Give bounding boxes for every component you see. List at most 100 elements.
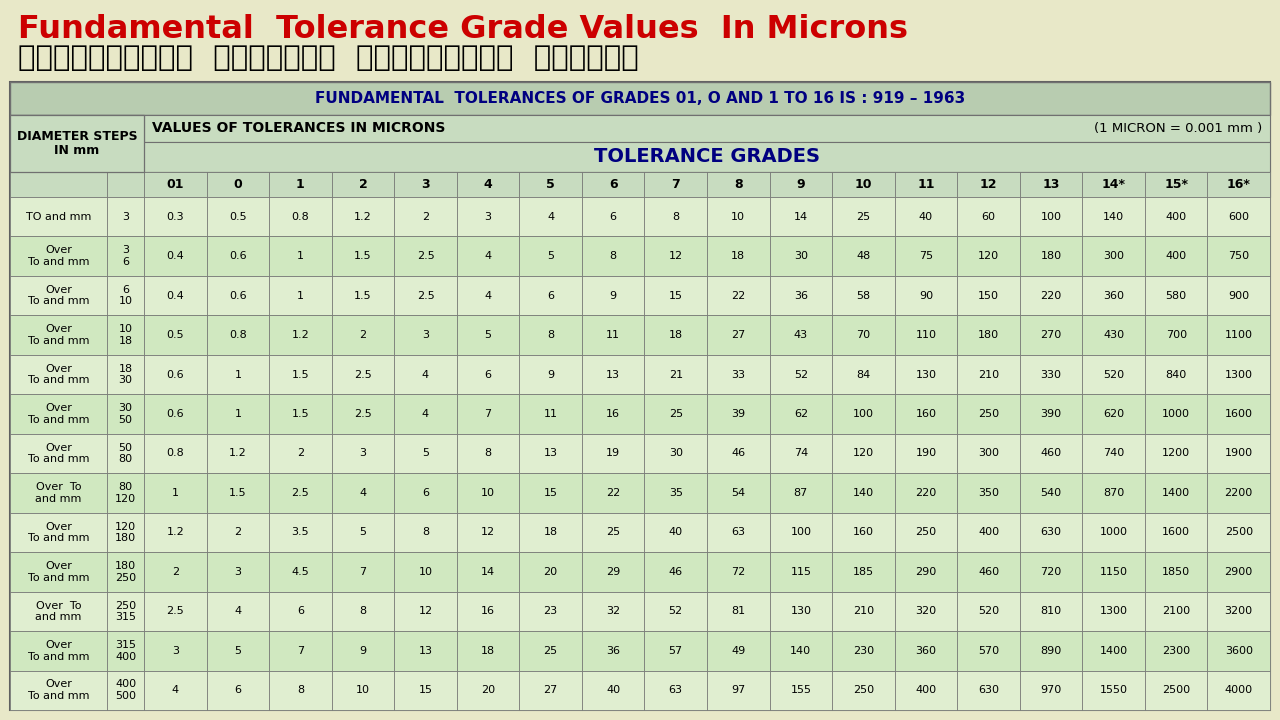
Text: 5: 5 — [547, 251, 554, 261]
Bar — [644, 197, 707, 236]
Bar — [520, 172, 582, 197]
Text: 3: 3 — [122, 212, 129, 222]
Text: 8: 8 — [547, 330, 554, 340]
Text: 390: 390 — [1041, 409, 1061, 419]
Bar — [108, 276, 143, 315]
Bar — [10, 82, 1270, 115]
Bar — [1144, 172, 1207, 197]
Bar — [108, 355, 143, 395]
Bar — [10, 631, 1270, 670]
Bar — [707, 395, 769, 433]
Text: 36: 36 — [607, 646, 621, 656]
Bar — [1083, 473, 1144, 513]
Text: Over
To and mm: Over To and mm — [28, 246, 90, 267]
Bar — [957, 172, 1020, 197]
Bar — [769, 631, 832, 670]
Bar — [1020, 552, 1083, 592]
Bar — [832, 355, 895, 395]
Text: 49: 49 — [731, 646, 745, 656]
Text: 3: 3 — [360, 449, 366, 459]
Bar — [206, 395, 269, 433]
Bar — [1207, 433, 1270, 473]
Text: 360: 360 — [1103, 291, 1124, 301]
Text: 2900: 2900 — [1225, 567, 1253, 577]
Text: 33: 33 — [731, 369, 745, 379]
Bar — [582, 513, 644, 552]
Text: 5: 5 — [422, 449, 429, 459]
Text: 19: 19 — [607, 449, 621, 459]
Text: 14: 14 — [481, 567, 495, 577]
Bar — [394, 355, 457, 395]
Text: 4: 4 — [360, 488, 366, 498]
Bar — [520, 433, 582, 473]
Bar — [457, 197, 520, 236]
Bar — [143, 236, 206, 276]
Bar — [332, 670, 394, 710]
Text: 39: 39 — [731, 409, 745, 419]
Bar — [1083, 433, 1144, 473]
Text: 8: 8 — [297, 685, 303, 696]
Text: 25: 25 — [668, 409, 682, 419]
Text: 520: 520 — [978, 606, 1000, 616]
Bar — [332, 276, 394, 315]
Bar — [1083, 552, 1144, 592]
Bar — [769, 592, 832, 631]
Bar — [269, 670, 332, 710]
Text: 48: 48 — [856, 251, 870, 261]
Bar — [1207, 315, 1270, 355]
Bar — [457, 395, 520, 433]
Text: 540: 540 — [1041, 488, 1061, 498]
Bar — [520, 513, 582, 552]
Text: 1.2: 1.2 — [229, 449, 247, 459]
Bar — [10, 355, 108, 395]
Bar — [1144, 592, 1207, 631]
Bar — [895, 592, 957, 631]
Bar — [1083, 395, 1144, 433]
Text: 15*: 15* — [1165, 178, 1188, 191]
Text: 1: 1 — [297, 291, 303, 301]
Bar — [394, 276, 457, 315]
Bar — [1207, 513, 1270, 552]
Text: 9: 9 — [609, 291, 617, 301]
Text: 150: 150 — [978, 291, 998, 301]
Text: Over
To and mm: Over To and mm — [28, 680, 90, 701]
Text: 8: 8 — [422, 528, 429, 537]
Bar — [10, 395, 1270, 433]
Text: 3: 3 — [485, 212, 492, 222]
Text: 6: 6 — [422, 488, 429, 498]
Bar — [957, 513, 1020, 552]
Bar — [10, 670, 1270, 710]
Text: 1.2: 1.2 — [166, 528, 184, 537]
Bar — [457, 552, 520, 592]
Bar — [644, 433, 707, 473]
Text: 1: 1 — [297, 251, 303, 261]
Bar — [644, 670, 707, 710]
Bar — [206, 433, 269, 473]
Text: 0.8: 0.8 — [292, 212, 310, 222]
Text: 97: 97 — [731, 685, 745, 696]
Text: 110: 110 — [915, 330, 937, 340]
Text: 63: 63 — [731, 528, 745, 537]
Bar — [143, 631, 206, 670]
Bar — [10, 513, 108, 552]
Text: 25: 25 — [607, 528, 621, 537]
Text: 4.5: 4.5 — [292, 567, 310, 577]
Text: 740: 740 — [1103, 449, 1124, 459]
Text: 22: 22 — [731, 291, 745, 301]
Bar — [1020, 395, 1083, 433]
Bar — [1020, 172, 1083, 197]
Text: 12: 12 — [481, 528, 495, 537]
Bar — [644, 473, 707, 513]
Bar — [707, 592, 769, 631]
Bar — [457, 513, 520, 552]
Text: 210: 210 — [852, 606, 874, 616]
Text: 15: 15 — [419, 685, 433, 696]
Text: 620: 620 — [1103, 409, 1124, 419]
Bar — [108, 197, 143, 236]
Bar — [520, 473, 582, 513]
Bar — [707, 631, 769, 670]
Text: 4: 4 — [172, 685, 179, 696]
Text: 12: 12 — [668, 251, 682, 261]
Bar — [582, 315, 644, 355]
Bar — [582, 236, 644, 276]
